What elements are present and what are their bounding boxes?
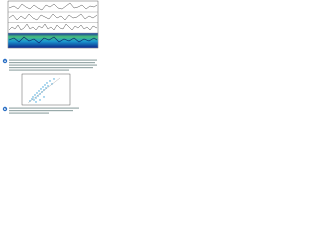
scatter-points [29,78,55,103]
caption-a: a [2,58,97,71]
scatter-panel [21,73,71,106]
caption-b: b [2,106,79,114]
text-line [9,62,95,64]
text-line [9,112,49,114]
text-line [9,107,79,109]
page: {"panels": [{"label": "a"}, {"label": "b… [0,0,100,118]
panel-label: a [4,59,6,63]
label-badge [2,58,8,64]
panel-label: b [4,107,7,111]
panel-frame [21,73,71,106]
text-line [9,59,97,61]
trace [8,2,98,11]
text-line [9,110,73,112]
time-series-panel [7,0,99,49]
text-line [9,64,97,66]
figure: a b [2,0,99,114]
trace [8,13,98,21]
text-line [9,67,93,69]
text-line [9,69,69,71]
trend-line [27,77,61,104]
spectrogram-texture [8,36,98,44]
trace [8,23,98,31]
spectrogram [8,33,98,48]
label-badge [2,106,8,112]
